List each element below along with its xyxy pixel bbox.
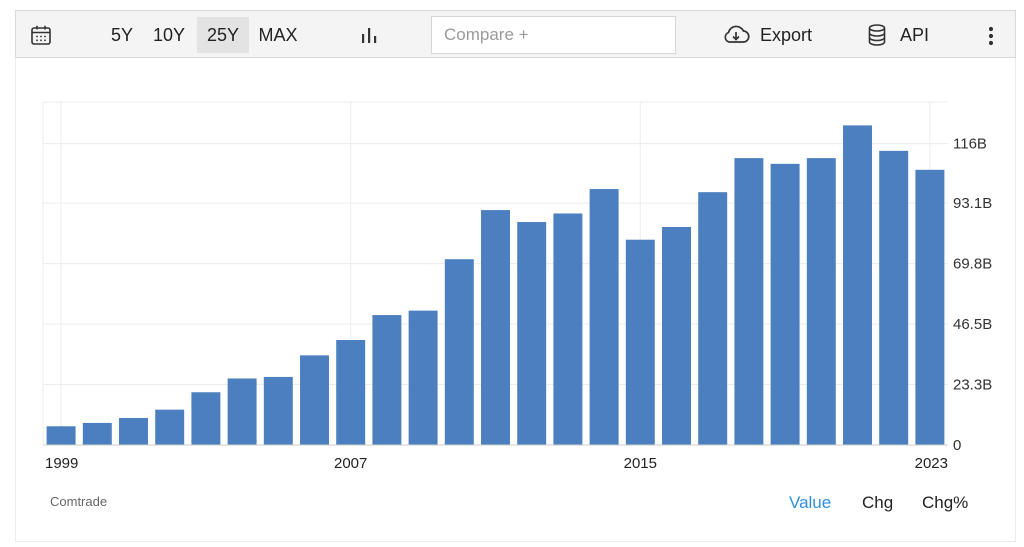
y-tick-label: 116B	[953, 136, 987, 153]
bar-2014	[589, 189, 619, 445]
y-tick-label: 93.1B	[953, 195, 992, 212]
range-25y-button[interactable]: 25Y	[197, 17, 249, 53]
api-button[interactable]: API	[900, 25, 930, 45]
calendar-icon[interactable]	[30, 24, 52, 46]
bar-2019	[770, 163, 800, 445]
x-tick-label: 2007	[334, 455, 367, 472]
bar-2011	[481, 210, 510, 445]
bar-2000	[82, 422, 112, 445]
x-tick-label: 2015	[624, 455, 657, 472]
chart-panel	[15, 58, 1016, 542]
range-5y-button[interactable]: 5Y	[111, 25, 134, 45]
bar-2016	[662, 226, 691, 445]
bar-2015	[625, 239, 655, 445]
bar-2002	[155, 409, 185, 445]
bar-2022	[879, 150, 909, 446]
view-tab-value[interactable]: Value	[789, 493, 832, 512]
bar-2021	[843, 125, 872, 446]
cloud-download-icon[interactable]	[721, 23, 751, 47]
bar-2020	[806, 158, 836, 446]
bar-2017	[698, 192, 728, 445]
bar-2009	[408, 310, 438, 445]
y-tick-label: 0	[953, 437, 961, 454]
y-tick-label: 46.5B	[953, 316, 992, 333]
bar-2004	[227, 378, 257, 445]
bar-2013	[553, 213, 583, 445]
bar-2007	[336, 340, 366, 445]
more-vertical-icon[interactable]	[988, 26, 994, 46]
bar-2003	[191, 392, 221, 445]
database-icon[interactable]	[867, 23, 887, 47]
range-10y-button[interactable]: 10Y	[152, 25, 186, 45]
view-tab-chg[interactable]: Chg	[862, 493, 894, 512]
compare-input[interactable]	[431, 16, 676, 54]
data-source-label: Comtrade	[50, 494, 108, 509]
range-max-button[interactable]: MAX	[258, 25, 298, 45]
bar-2018	[734, 158, 764, 446]
y-tick-label: 69.8B	[953, 256, 992, 273]
bar-2023	[915, 169, 945, 446]
bar-chart-icon[interactable]	[360, 25, 380, 45]
bar-2005	[263, 376, 293, 445]
chart-toolbar: 5Y 10Y 25Y MAX Export API	[15, 10, 1016, 58]
x-tick-label: 2023	[915, 455, 948, 472]
bar-2006	[300, 355, 329, 445]
y-tick-label: 23.3B	[953, 376, 992, 393]
bar-2010	[444, 259, 474, 445]
bar-2001	[119, 417, 148, 445]
bar-2012	[517, 222, 547, 445]
view-tab-chg-pct[interactable]: Chg%	[922, 493, 969, 512]
bar-2008	[372, 315, 402, 445]
x-tick-label: 1999	[45, 455, 78, 472]
export-button[interactable]: Export	[760, 25, 813, 45]
bar-1999	[46, 426, 76, 445]
